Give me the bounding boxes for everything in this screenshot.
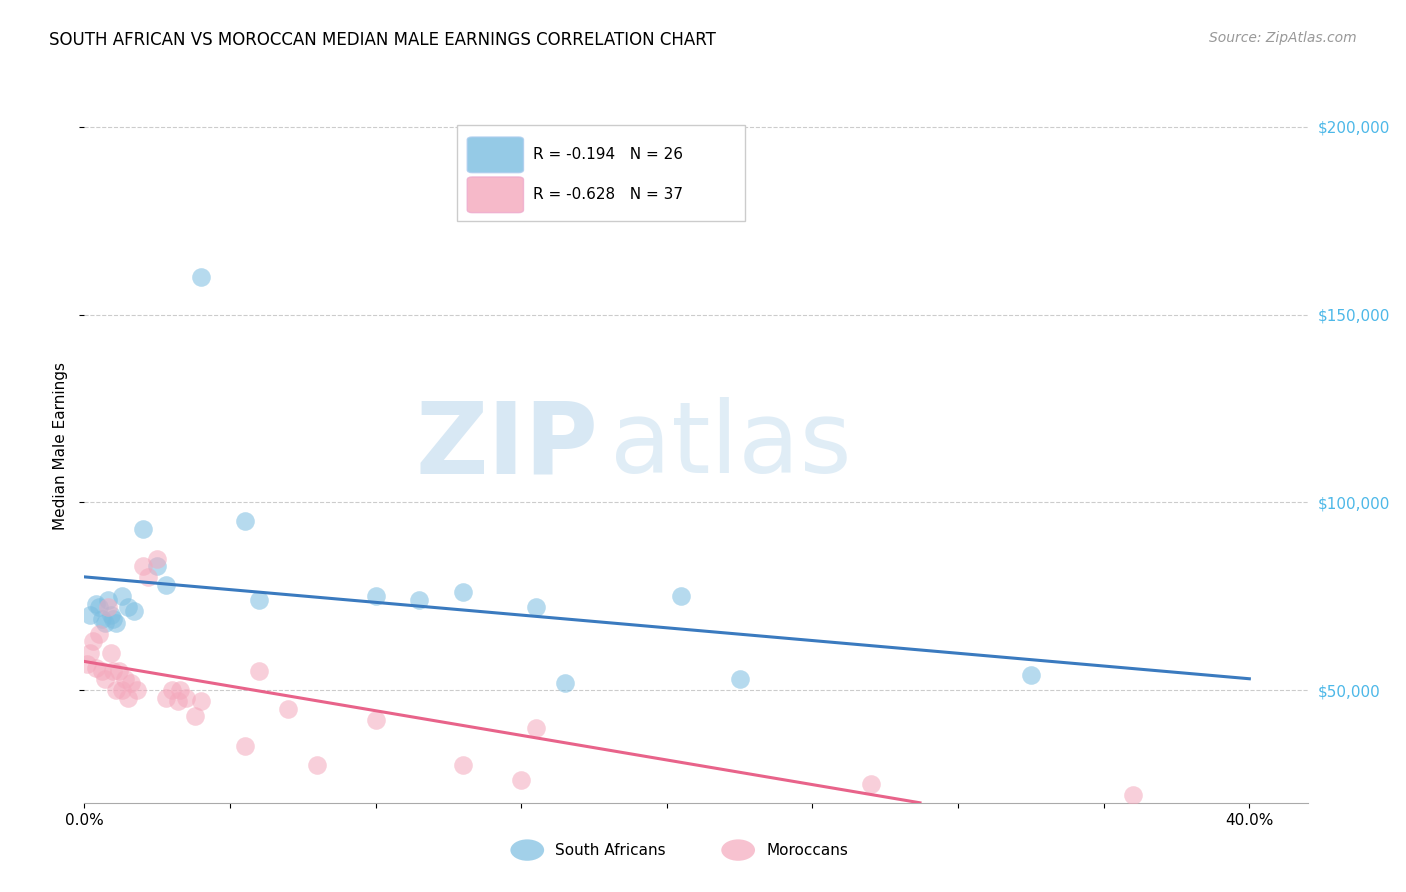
FancyBboxPatch shape bbox=[467, 137, 523, 173]
Point bbox=[87, 600, 110, 615]
Point bbox=[233, 514, 256, 528]
Point bbox=[451, 585, 474, 599]
Point bbox=[169, 683, 191, 698]
Point bbox=[87, 627, 110, 641]
Point bbox=[247, 593, 270, 607]
Point bbox=[122, 604, 145, 618]
Point bbox=[100, 646, 122, 660]
Point bbox=[859, 777, 882, 791]
Point bbox=[111, 589, 134, 603]
Point bbox=[76, 657, 98, 671]
Point bbox=[307, 758, 329, 772]
Point bbox=[117, 600, 139, 615]
Point bbox=[114, 672, 136, 686]
Point bbox=[671, 589, 693, 603]
Point bbox=[184, 709, 207, 723]
Text: South Africans: South Africans bbox=[555, 843, 666, 857]
Point bbox=[364, 713, 387, 727]
Point bbox=[97, 600, 120, 615]
Text: SOUTH AFRICAN VS MOROCCAN MEDIAN MALE EARNINGS CORRELATION CHART: SOUTH AFRICAN VS MOROCCAN MEDIAN MALE EA… bbox=[49, 31, 716, 49]
Point bbox=[155, 690, 177, 705]
Point bbox=[131, 559, 153, 574]
Point bbox=[93, 615, 115, 630]
Point bbox=[451, 758, 474, 772]
Point bbox=[103, 612, 125, 626]
Point bbox=[247, 665, 270, 679]
Point bbox=[554, 675, 576, 690]
Point bbox=[90, 612, 112, 626]
Point bbox=[155, 578, 177, 592]
Point bbox=[233, 739, 256, 754]
Point bbox=[79, 607, 101, 622]
Point bbox=[190, 270, 212, 285]
Point bbox=[524, 721, 547, 735]
Text: Source: ZipAtlas.com: Source: ZipAtlas.com bbox=[1209, 31, 1357, 45]
Point bbox=[408, 593, 430, 607]
Point bbox=[174, 690, 197, 705]
Point bbox=[82, 634, 104, 648]
Point bbox=[138, 570, 160, 584]
Point bbox=[100, 607, 122, 622]
Point bbox=[160, 683, 183, 698]
Point bbox=[105, 683, 128, 698]
Point bbox=[97, 593, 120, 607]
Point bbox=[146, 551, 169, 566]
Text: R = -0.628   N = 37: R = -0.628 N = 37 bbox=[533, 187, 683, 202]
Point bbox=[79, 646, 101, 660]
Point bbox=[84, 660, 107, 674]
Point bbox=[277, 702, 299, 716]
Text: Moroccans: Moroccans bbox=[766, 843, 848, 857]
Point bbox=[510, 773, 533, 788]
Point bbox=[93, 672, 115, 686]
Point bbox=[728, 672, 751, 686]
Y-axis label: Median Male Earnings: Median Male Earnings bbox=[53, 362, 69, 530]
Point bbox=[190, 694, 212, 708]
Point bbox=[84, 597, 107, 611]
Text: R = -0.194   N = 26: R = -0.194 N = 26 bbox=[533, 147, 683, 162]
Point bbox=[120, 675, 142, 690]
Point bbox=[90, 665, 112, 679]
Point bbox=[125, 683, 148, 698]
Text: atlas: atlas bbox=[610, 398, 852, 494]
Point bbox=[146, 559, 169, 574]
Point bbox=[1122, 789, 1144, 803]
Point bbox=[111, 683, 134, 698]
FancyBboxPatch shape bbox=[467, 177, 523, 212]
Point bbox=[117, 690, 139, 705]
Point bbox=[364, 589, 387, 603]
Point bbox=[105, 615, 128, 630]
Point bbox=[108, 665, 131, 679]
FancyBboxPatch shape bbox=[457, 125, 745, 221]
Point bbox=[131, 522, 153, 536]
Text: ZIP: ZIP bbox=[415, 398, 598, 494]
Point bbox=[166, 694, 188, 708]
Point bbox=[524, 600, 547, 615]
Point bbox=[103, 665, 125, 679]
Point bbox=[1019, 668, 1042, 682]
